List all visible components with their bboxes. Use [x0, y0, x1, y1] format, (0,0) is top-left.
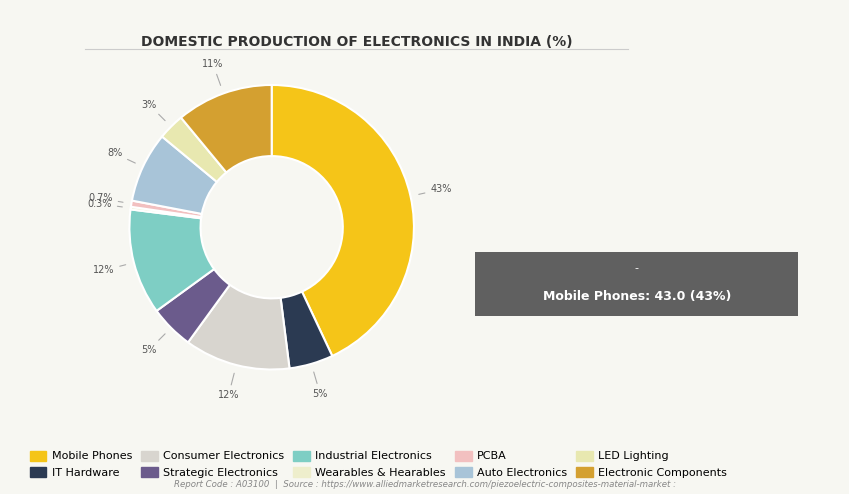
- Wedge shape: [181, 85, 272, 172]
- Wedge shape: [131, 201, 202, 217]
- Text: Report Code : A03100  |  Source : https://www.alliedmarketresearch.com/piezoelec: Report Code : A03100 | Source : https://…: [173, 480, 676, 489]
- Text: 5%: 5%: [141, 334, 165, 355]
- Text: 43%: 43%: [419, 184, 452, 194]
- Text: DOMESTIC PRODUCTION OF ELECTRONICS IN INDIA (%): DOMESTIC PRODUCTION OF ELECTRONICS IN IN…: [141, 35, 572, 48]
- Text: Mobile Phones: 43.0 (43%): Mobile Phones: 43.0 (43%): [543, 290, 731, 303]
- Text: 12%: 12%: [217, 373, 239, 400]
- Wedge shape: [129, 209, 214, 311]
- Text: 11%: 11%: [202, 59, 223, 85]
- Text: -: -: [635, 263, 638, 273]
- Text: 3%: 3%: [141, 99, 165, 121]
- Text: 8%: 8%: [107, 148, 135, 163]
- Wedge shape: [131, 207, 201, 218]
- Wedge shape: [162, 118, 227, 182]
- Text: 5%: 5%: [312, 372, 328, 399]
- Legend: Mobile Phones, IT Hardware, Consumer Electronics, Strategic Electronics, Industr: Mobile Phones, IT Hardware, Consumer Ele…: [30, 451, 728, 478]
- Wedge shape: [132, 136, 216, 214]
- Wedge shape: [281, 291, 332, 369]
- Text: 12%: 12%: [93, 265, 126, 276]
- Wedge shape: [188, 285, 290, 370]
- Text: 0.3%: 0.3%: [87, 199, 122, 209]
- Wedge shape: [156, 269, 230, 342]
- Text: 0.7%: 0.7%: [88, 194, 123, 204]
- Wedge shape: [272, 85, 414, 356]
